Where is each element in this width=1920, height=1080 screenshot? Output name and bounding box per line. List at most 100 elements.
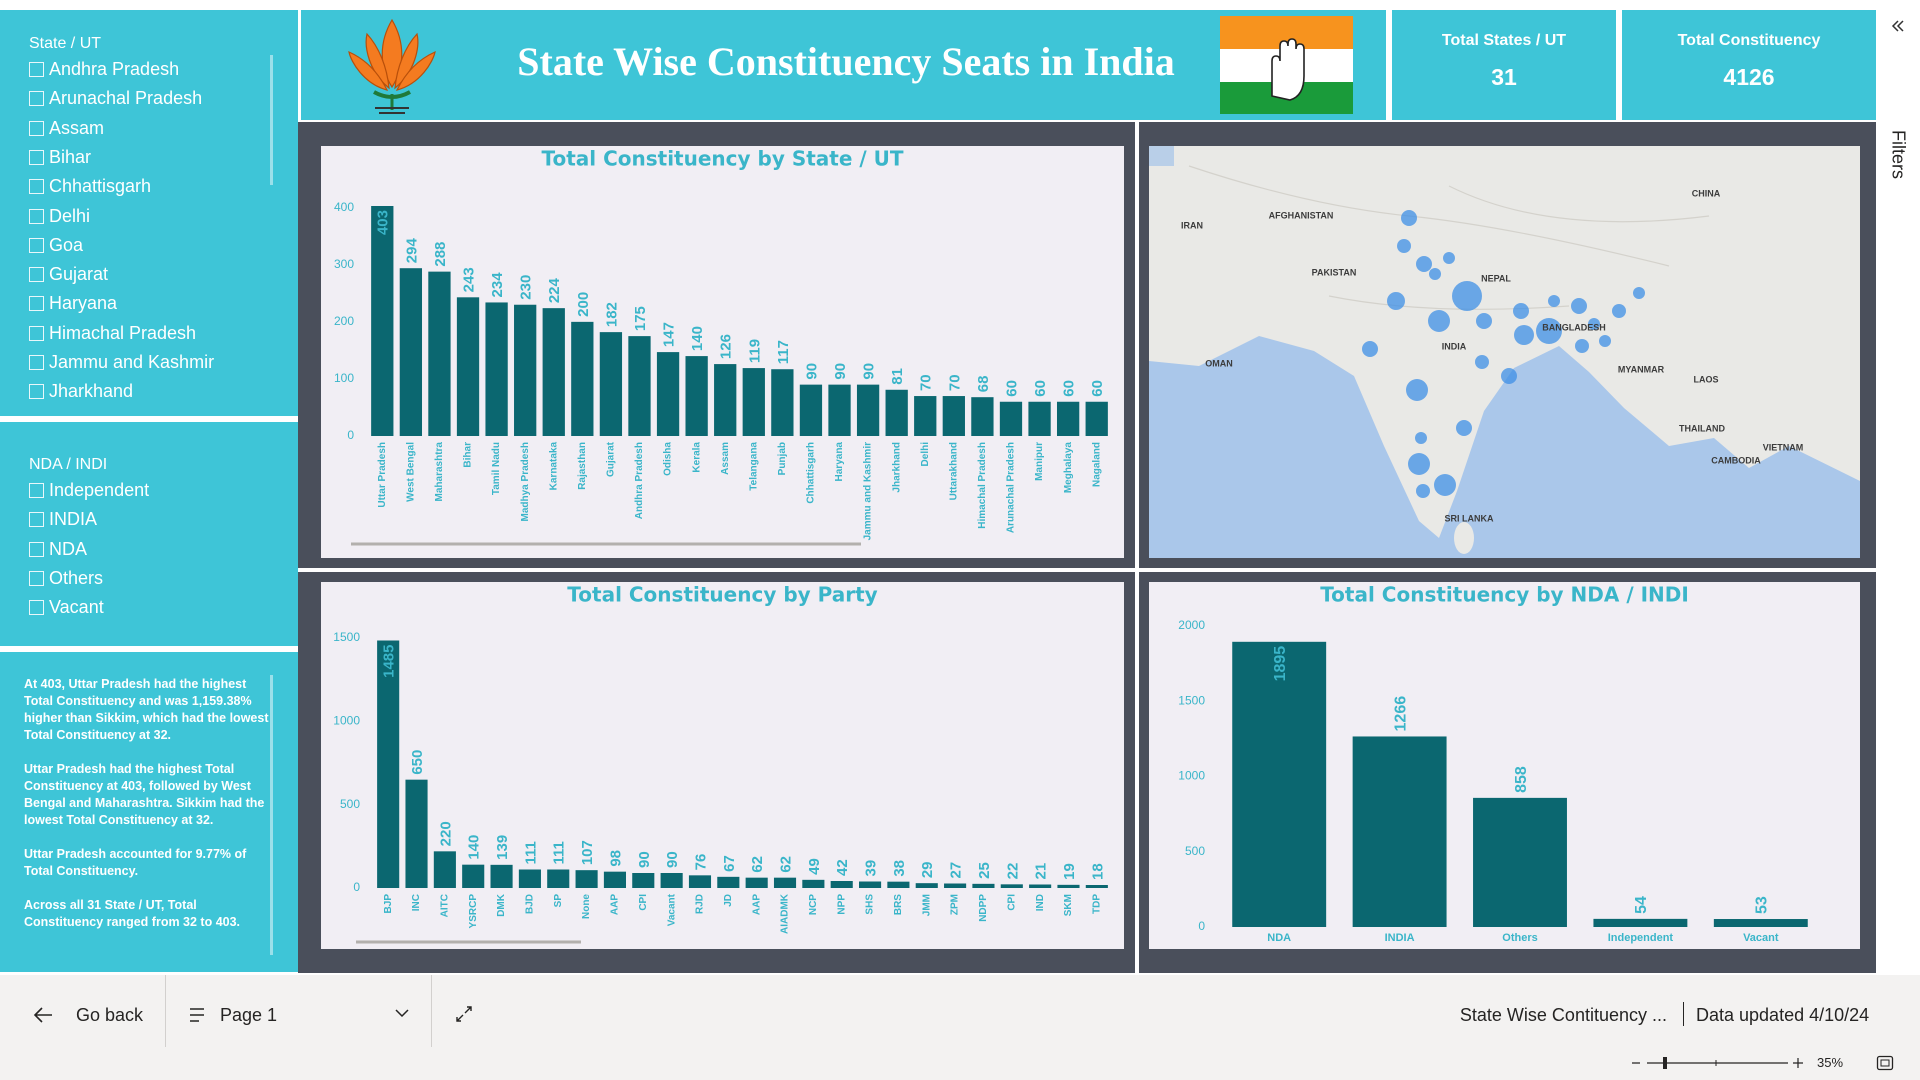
checkbox[interactable] bbox=[29, 208, 44, 224]
slicer-item[interactable]: Bihar bbox=[29, 147, 91, 168]
data-label: 21 bbox=[1033, 863, 1050, 880]
bar bbox=[547, 869, 570, 888]
x-tick-label: AAP bbox=[751, 894, 762, 915]
slicer-item[interactable]: Arunachal Pradesh bbox=[29, 88, 202, 109]
x-tick-label: Manipur bbox=[1034, 442, 1045, 481]
separator bbox=[431, 975, 432, 1047]
checkbox[interactable] bbox=[29, 570, 44, 586]
data-label: 147 bbox=[661, 322, 678, 347]
bar bbox=[1029, 884, 1052, 888]
x-tick-label: SKM bbox=[1063, 894, 1074, 916]
slicer-item[interactable]: Independent bbox=[29, 480, 149, 501]
data-label: 200 bbox=[575, 292, 592, 317]
slicer-label: Gujarat bbox=[49, 264, 109, 285]
y-tick-label: 0 bbox=[347, 428, 354, 442]
map-label: PAKISTAN bbox=[1312, 267, 1357, 277]
slicer-item[interactable]: Gujarat bbox=[29, 264, 108, 285]
checkbox[interactable] bbox=[29, 483, 44, 498]
x-tick-label: Odisha bbox=[663, 442, 674, 476]
checkbox[interactable] bbox=[29, 296, 44, 312]
slicer-item[interactable]: Himachal Pradesh bbox=[29, 323, 196, 344]
x-tick-label: INDIA bbox=[1385, 932, 1415, 944]
bar bbox=[399, 268, 423, 436]
page-icon bbox=[190, 1008, 204, 1022]
checkbox[interactable] bbox=[29, 267, 44, 283]
x-tick-label: CPI bbox=[638, 894, 649, 911]
kpi-card: Total States / UT 31 bbox=[1392, 10, 1616, 120]
data-label: 81 bbox=[889, 368, 906, 385]
data-label: 230 bbox=[518, 275, 535, 300]
bar bbox=[428, 271, 451, 436]
data-label: 90 bbox=[636, 851, 653, 868]
bar bbox=[518, 869, 541, 888]
checkbox[interactable] bbox=[29, 179, 44, 195]
x-tick-label: CPI bbox=[1006, 894, 1017, 911]
bar bbox=[885, 389, 908, 436]
data-label: 650 bbox=[409, 750, 426, 775]
zoom-slider[interactable] bbox=[1630, 1055, 1806, 1071]
dropdown-icon[interactable] bbox=[395, 1008, 409, 1018]
data-label: 29 bbox=[919, 861, 936, 878]
checkbox[interactable] bbox=[29, 91, 44, 107]
y-tick-label: 100 bbox=[334, 371, 354, 385]
data-label: 117 bbox=[775, 340, 792, 364]
bar-chart: Total Constituency by State / UT 0 100 200 3… bbox=[334, 147, 1108, 546]
slicer-item[interactable]: Assam bbox=[29, 118, 104, 139]
data-label: 140 bbox=[689, 326, 706, 351]
data-label: 60 bbox=[1032, 380, 1049, 397]
checkbox[interactable] bbox=[29, 512, 44, 528]
x-tick-label: Vacant bbox=[1743, 932, 1779, 944]
checkbox[interactable] bbox=[29, 325, 44, 341]
slicer-item[interactable]: NDA bbox=[29, 539, 87, 560]
slicer-item[interactable]: Jammu and Kashmir bbox=[29, 352, 214, 373]
x-tick-label: Uttarakhand bbox=[948, 442, 959, 500]
data-label: 90 bbox=[861, 363, 878, 380]
slicer-label: Chhattisgarh bbox=[49, 176, 152, 197]
scrollbar bbox=[270, 675, 273, 955]
bar bbox=[1085, 885, 1108, 888]
slicer-item[interactable]: Goa bbox=[29, 235, 83, 256]
map: AFGHANISTAN IRAN PAKISTAN NEPAL INDIA CHINA MY… bbox=[1149, 146, 1860, 558]
checkbox[interactable] bbox=[29, 120, 44, 136]
bar bbox=[490, 864, 513, 888]
checkbox[interactable] bbox=[29, 355, 44, 370]
map-bubbles bbox=[1362, 210, 1645, 498]
back-icon[interactable] bbox=[32, 1005, 54, 1025]
slicer-item[interactable]: INDIA bbox=[29, 509, 97, 530]
x-tick-label: BJP bbox=[383, 894, 394, 914]
filters-pane[interactable]: Filters bbox=[1876, 0, 1920, 975]
slicer-item[interactable]: Jharkhand bbox=[29, 381, 133, 402]
bar bbox=[599, 332, 623, 436]
data-label: 403 bbox=[375, 210, 392, 235]
data-label: 243 bbox=[460, 267, 477, 292]
go-back[interactable]: Go back bbox=[76, 1005, 144, 1025]
fit-icon[interactable] bbox=[1876, 1055, 1894, 1071]
zoom-level: 35% bbox=[1817, 1055, 1844, 1070]
map-label: THAILAND bbox=[1679, 423, 1725, 433]
slicer-item[interactable]: Vacant bbox=[29, 597, 104, 618]
page-selector[interactable]: Page 1 bbox=[220, 1005, 278, 1025]
fullscreen-icon[interactable] bbox=[455, 1005, 473, 1023]
slicer-item[interactable]: Chhattisgarh bbox=[29, 176, 151, 197]
bar bbox=[1028, 401, 1051, 436]
slicer-label: Arunachal Pradesh bbox=[49, 88, 203, 109]
slicer-item[interactable]: Delhi bbox=[29, 206, 90, 227]
slicer-item[interactable]: Andhra Pradesh bbox=[29, 59, 179, 80]
x-tick-label: Telangana bbox=[748, 442, 759, 491]
checkbox[interactable] bbox=[29, 600, 44, 616]
slicer-item[interactable]: Others bbox=[29, 568, 103, 589]
x-tick-label: Gujarat bbox=[606, 441, 617, 477]
x-tick-label: Kerala bbox=[691, 442, 702, 473]
checkbox[interactable] bbox=[29, 384, 44, 400]
checkbox[interactable] bbox=[29, 237, 44, 253]
data-label: 25 bbox=[976, 862, 993, 879]
slicer-item[interactable]: Haryana bbox=[29, 293, 117, 314]
y-tick-label: 1000 bbox=[1178, 769, 1205, 783]
collapse-icon[interactable] bbox=[1890, 18, 1906, 34]
checkbox[interactable] bbox=[29, 541, 44, 557]
checkbox[interactable] bbox=[29, 149, 44, 165]
filters-label[interactable]: Filters bbox=[1888, 130, 1909, 179]
checkbox[interactable] bbox=[29, 62, 44, 77]
bar bbox=[714, 364, 737, 436]
bar bbox=[830, 881, 853, 888]
